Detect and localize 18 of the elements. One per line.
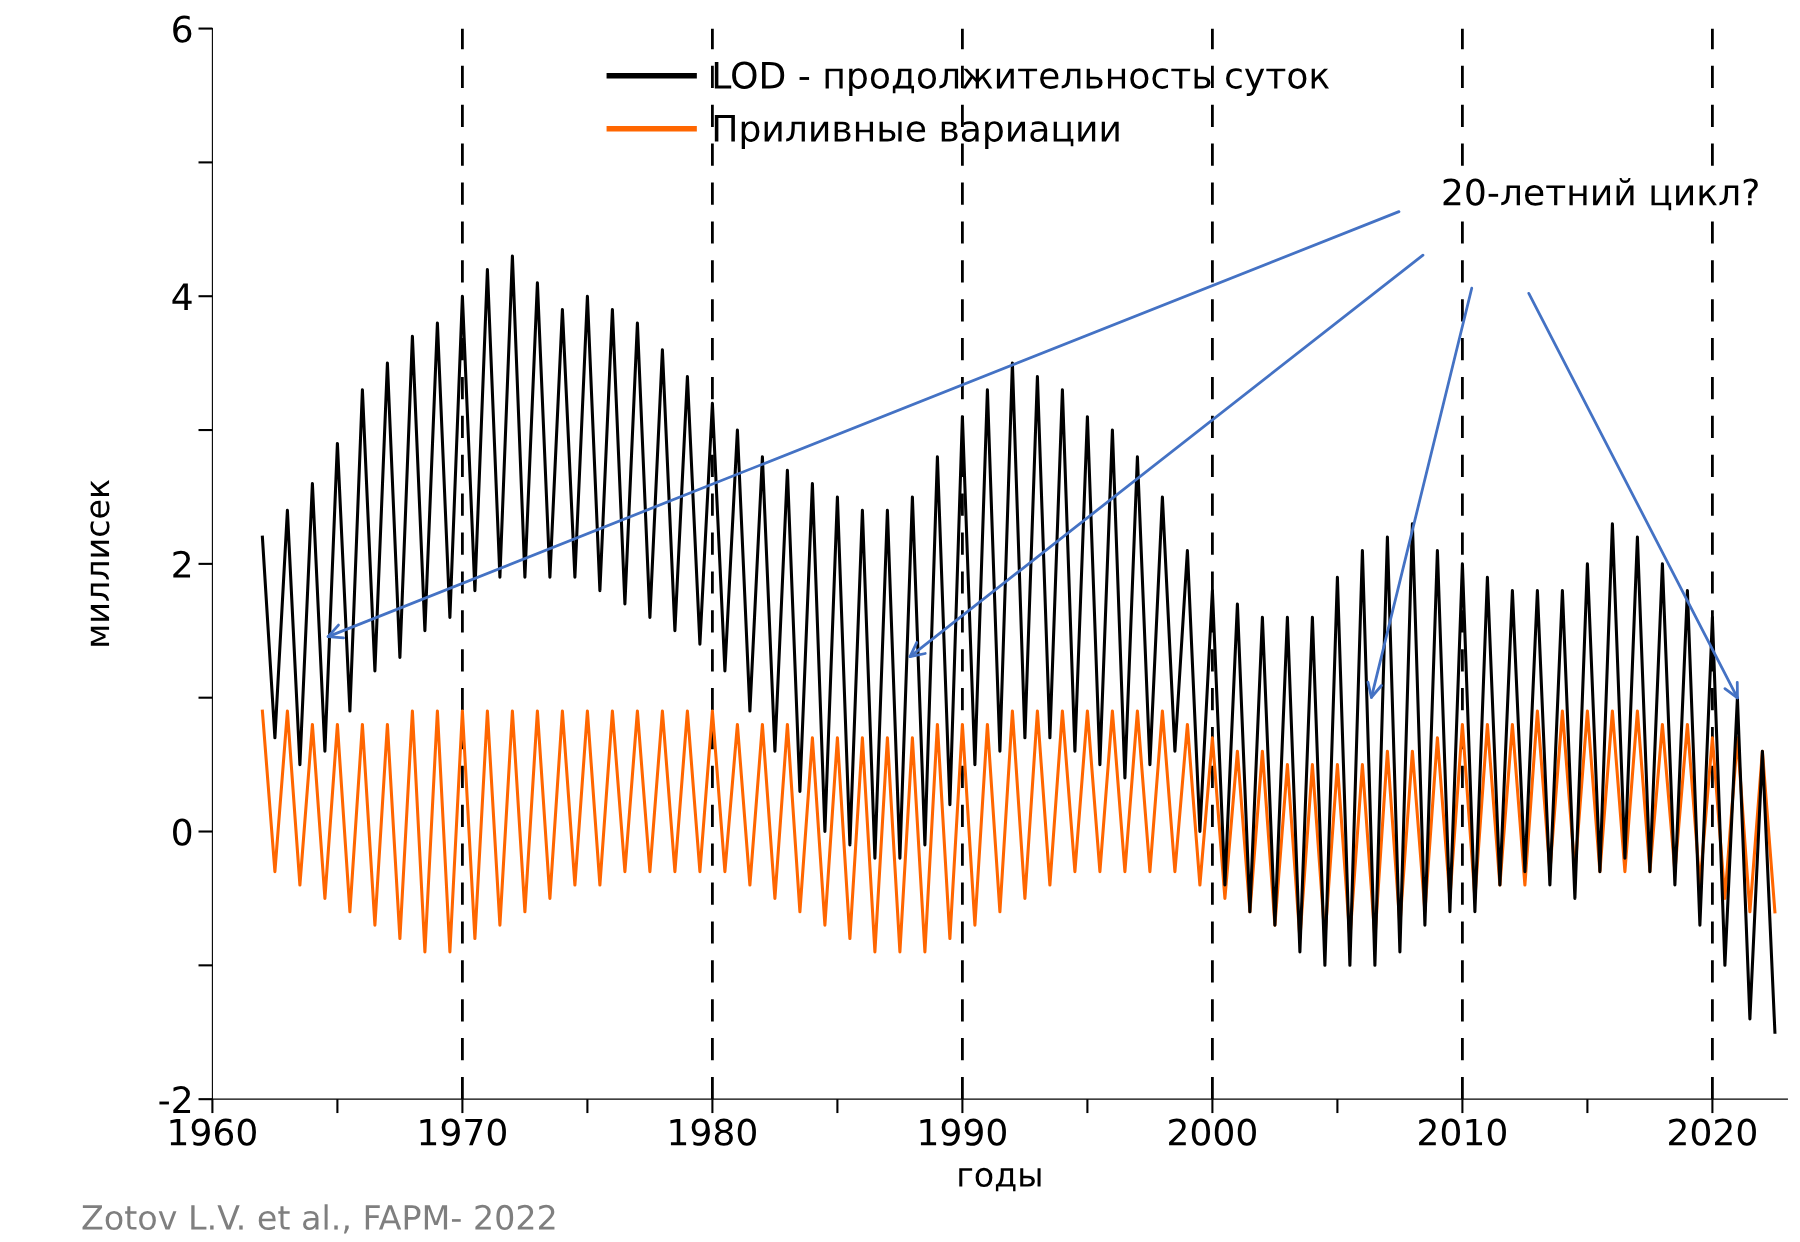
y-tick-label: 0 bbox=[173, 818, 192, 846]
x-tick-label: 1990 bbox=[920, 1118, 1006, 1146]
y-tick-label: 2 bbox=[173, 550, 191, 578]
x-tick-label: 2000 bbox=[1169, 1118, 1256, 1146]
legend-label: LOD - продолжительность суток bbox=[714, 61, 1330, 96]
x-tick-label: 2010 bbox=[1419, 1118, 1506, 1146]
x-tick-label: 2020 bbox=[1669, 1118, 1756, 1146]
annotation: 20-летний цикл? bbox=[1443, 177, 1758, 211]
x-tick-label: 1980 bbox=[670, 1118, 756, 1146]
y-tick-label: 6 bbox=[173, 15, 192, 43]
y-tick-label: -2 bbox=[159, 1086, 191, 1113]
text: Zotov L.V. et al., FAPM- 2022 bbox=[82, 1204, 555, 1234]
y-axis-title: миллисек bbox=[90, 479, 110, 646]
legend-label: Приливные вариации bbox=[714, 115, 1119, 149]
x-axis-title: годы bbox=[959, 1167, 1041, 1192]
x-tick-label: 1960 bbox=[170, 1118, 256, 1146]
x-tick-label: 1970 bbox=[420, 1118, 506, 1146]
y-tick-label: 4 bbox=[172, 283, 192, 310]
